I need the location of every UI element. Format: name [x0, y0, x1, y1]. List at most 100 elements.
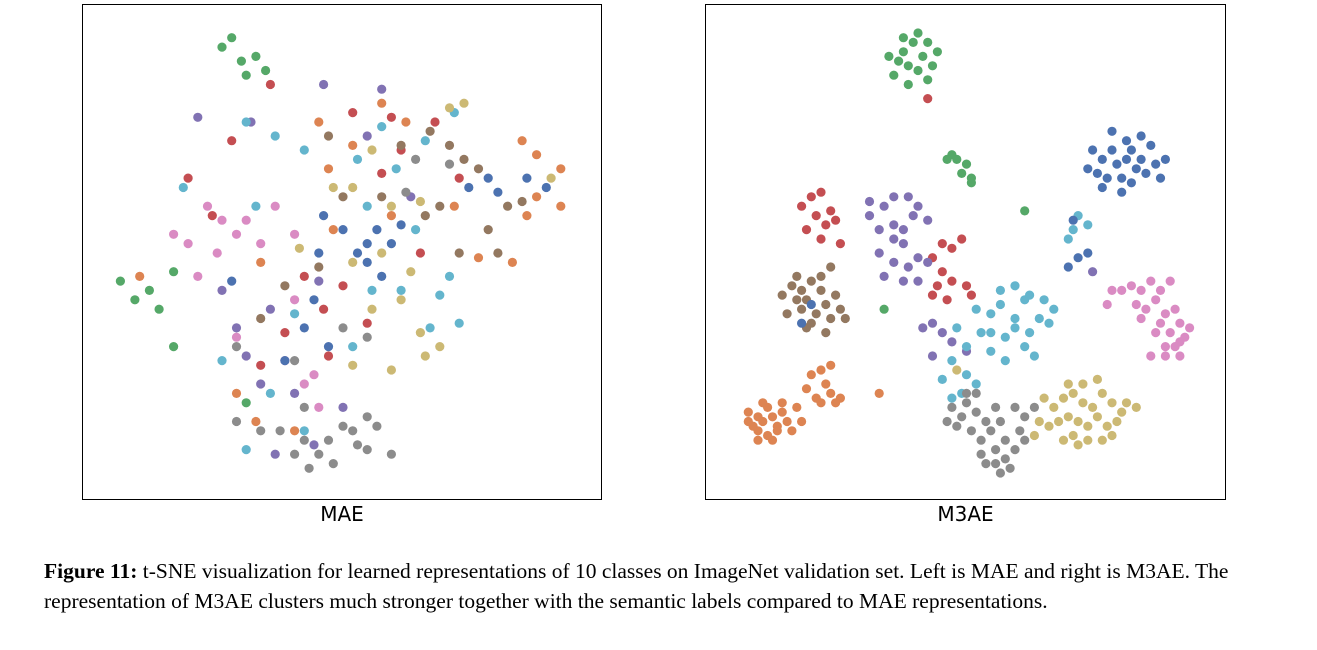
m3ae-point-9-12: [1083, 421, 1093, 431]
mae-point-1-10: [256, 360, 266, 370]
m3ae-point-0-22: [1020, 206, 1030, 216]
m3ae-point-9-24: [1092, 374, 1102, 384]
m3ae-point-1-12: [932, 281, 942, 291]
m3ae-point-0-3: [913, 65, 923, 76]
m3ae-point-3-7: [811, 309, 821, 319]
m3ae-point-3-20: [792, 271, 802, 281]
m3ae-point-8-21: [971, 388, 981, 398]
m3ae-point-3-13: [831, 290, 841, 300]
mae-point-8-5: [415, 196, 425, 207]
m3ae-point-8-2: [961, 398, 972, 408]
m3ae-point-5-10: [1131, 164, 1141, 174]
mae-point-1-16: [319, 304, 329, 314]
m3ae-point-6-14: [1160, 342, 1170, 352]
m3ae-point-4-18: [1039, 295, 1049, 305]
m3ae-point-1-0: [797, 201, 807, 211]
mae-point-5-3: [473, 164, 484, 174]
mae-point-3-11: [256, 257, 266, 267]
m3ae-point-0-2: [908, 37, 918, 48]
m3ae-point-9-8: [1117, 407, 1127, 417]
m3ae-point-2-27: [1088, 267, 1098, 277]
mae-point-1-11: [377, 168, 387, 178]
m3ae-point-3-17: [840, 313, 850, 324]
mae-point-6-3: [256, 239, 266, 249]
mae-point-7-10: [323, 342, 334, 352]
mae-point-1-8: [362, 318, 372, 328]
m3ae-point-8-20: [961, 388, 972, 398]
m3ae-point-1-18: [966, 290, 976, 300]
m3ae-point-5-22: [1136, 131, 1146, 141]
m3ae-point-8-27: [1020, 435, 1030, 445]
m3ae-point-4-20: [961, 342, 972, 352]
mae-point-7-11: [362, 239, 372, 249]
mae-point-9-1: [314, 449, 324, 459]
mae-point-9-5: [362, 412, 372, 422]
m3ae-point-5-2: [1107, 145, 1117, 155]
m3ae-point-4-30: [1063, 234, 1073, 244]
mae-point-1-6: [338, 281, 348, 291]
m3ae-point-7-30: [743, 416, 753, 427]
m3ae-point-3-0: [787, 281, 797, 291]
m3ae-point-4-22: [1029, 351, 1039, 361]
mae-point-5-5: [517, 196, 527, 207]
m3ae-point-5-1: [1097, 154, 1107, 164]
mae-point-6-7: [193, 271, 203, 281]
m3ae-point-9-30: [952, 365, 962, 375]
m3ae-point-4-9: [1034, 313, 1044, 324]
m3ae-point-5-6: [1121, 154, 1132, 164]
m3ae-point-0-5: [923, 75, 933, 85]
m3ae-point-0-17: [961, 159, 972, 169]
mae-point-8-14: [367, 304, 377, 314]
mae-point-3-9: [473, 253, 484, 263]
mae-point-7-2: [352, 248, 363, 258]
figure-caption: Figure 11: t-SNE visualization for learn…: [44, 556, 1279, 616]
m3ae-point-5-17: [1117, 187, 1127, 197]
m3ae-point-0-7: [894, 56, 904, 66]
m3ae-point-6-5: [1131, 299, 1141, 310]
m3ae-point-6-11: [1165, 328, 1175, 338]
mae-point-8-18: [294, 243, 304, 253]
m3ae-point-5-20: [1155, 173, 1166, 183]
mae-point-7-9: [299, 323, 309, 333]
m3ae-point-3-14: [835, 304, 845, 314]
m3ae-point-5-5: [1112, 159, 1122, 169]
m3ae-point-3-19: [826, 262, 836, 272]
mae-point-8-12: [420, 351, 430, 361]
m3ae-point-2-17: [913, 201, 923, 211]
m3ae-point-2-14: [913, 276, 923, 286]
m3ae-point-7-2: [758, 416, 768, 427]
m3ae-point-1-10: [937, 267, 947, 277]
m3ae-point-2-1: [879, 201, 889, 211]
mae-point-9-21: [338, 323, 348, 333]
m3ae-point-7-4: [767, 412, 778, 422]
m3ae-point-1-17: [957, 234, 967, 244]
m3ae-point-4-29: [1068, 225, 1078, 235]
mae-point-9-11: [275, 426, 285, 436]
mae-point-2-6: [256, 379, 266, 389]
m3ae-point-5-26: [1068, 215, 1078, 225]
mae-point-4-12: [348, 342, 358, 352]
m3ae-point-9-26: [1121, 398, 1132, 408]
mae-point-8-13: [386, 365, 396, 375]
m3ae-point-1-6: [826, 206, 836, 216]
m3ae-point-6-10: [1175, 318, 1185, 328]
mae-point-5-7: [493, 248, 503, 258]
m3ae-point-7-13: [758, 398, 768, 408]
m3ae-x-axis-label: M3AE: [937, 502, 994, 526]
m3ae-point-0-13: [932, 47, 942, 57]
m3ae-point-3-4: [816, 285, 826, 295]
mae-point-2-8: [338, 402, 348, 412]
m3ae-point-3-8: [826, 313, 836, 324]
mae-point-1-15: [227, 136, 237, 146]
mae-point-9-22: [231, 342, 242, 352]
m3ae-point-2-2: [889, 220, 899, 230]
m3ae-point-5-28: [806, 299, 816, 310]
m3ae-point-4-23: [947, 356, 957, 366]
m3ae-point-4-2: [995, 299, 1005, 310]
m3ae-point-4-13: [986, 346, 996, 356]
m3ae-point-3-3: [806, 276, 816, 286]
mae-point-5-17: [323, 131, 334, 141]
mae-point-3-13: [290, 426, 300, 436]
m3ae-point-8-9: [986, 426, 996, 436]
m3ae-point-9-1: [1049, 402, 1059, 412]
